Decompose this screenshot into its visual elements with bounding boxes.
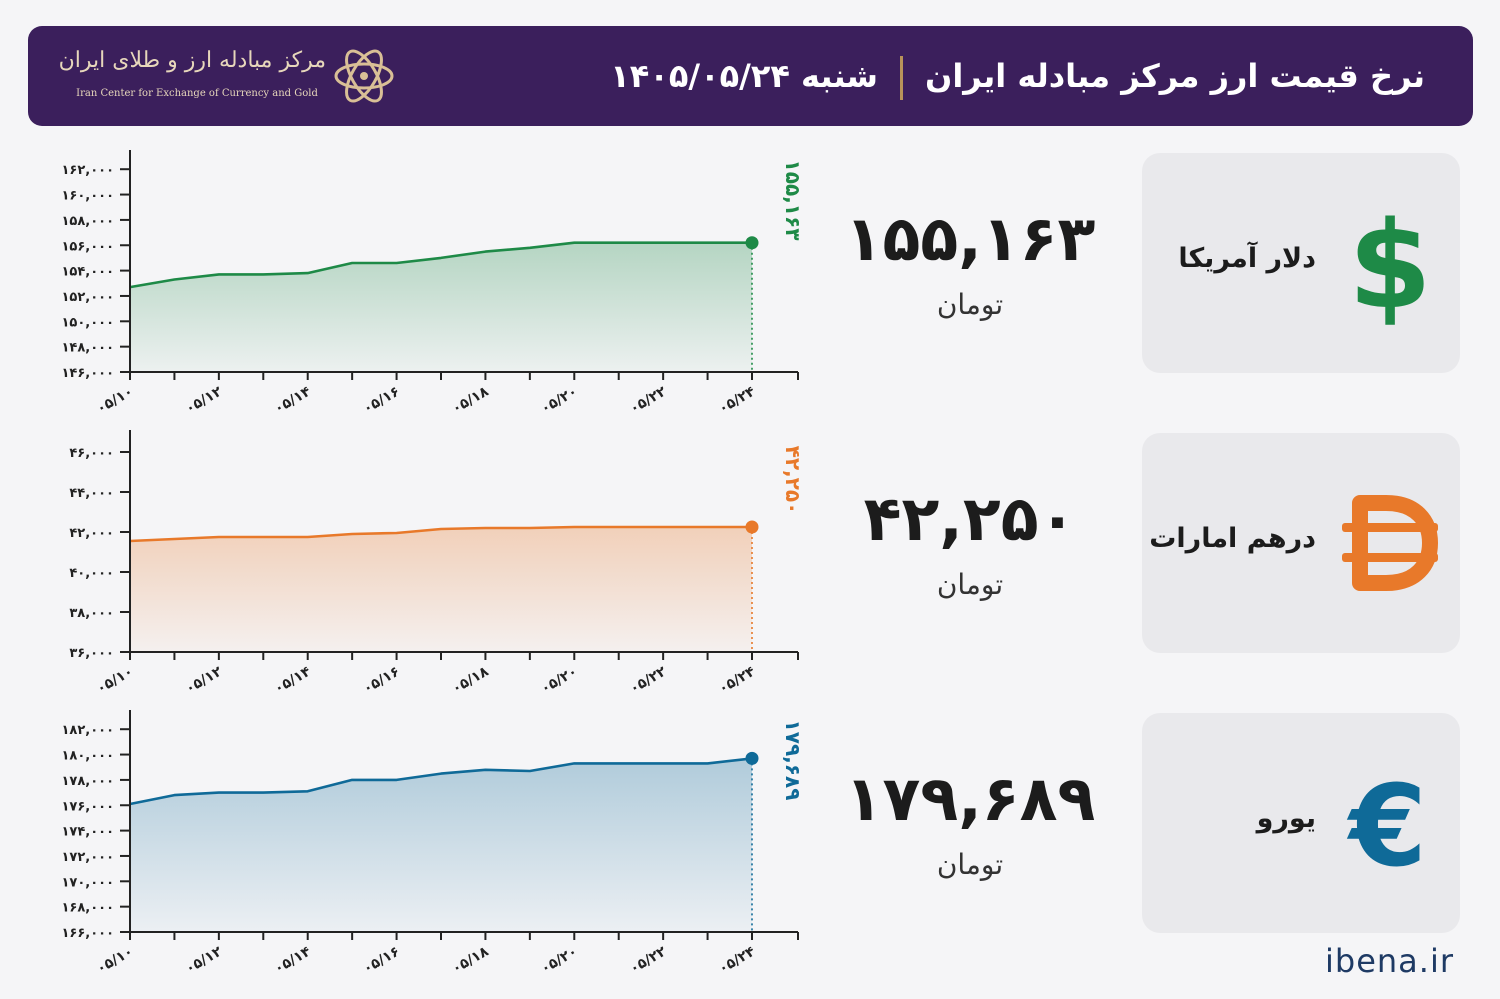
eur-x-tick-label: ۰۵/۱۸ xyxy=(449,943,491,977)
eur-x-tick-label: ۰۵/۱۴ xyxy=(272,943,314,977)
usd-card: دلار آمریکا $ xyxy=(1142,153,1460,373)
aed-y-tick-label: ۴۶,۰۰۰ xyxy=(69,446,114,461)
usd-price: ۱۵۵,۱۶۳ xyxy=(844,202,1096,275)
aed-x-tick-label: ۰۵/۱۰ xyxy=(94,664,136,698)
logo-knot-icon xyxy=(334,49,394,103)
eur-x-tick-label: ۰۵/۱۲ xyxy=(183,943,225,977)
eur-y-tick-label: ۱۶۸,۰۰۰ xyxy=(61,901,114,916)
logo-persian-text: مرکز مبادله ارز و طلای ایران xyxy=(58,48,326,73)
usd-y-tick-label: ۱۵۲,۰۰۰ xyxy=(61,290,114,305)
eur-y-tick-label: ۱۷۸,۰۰۰ xyxy=(61,774,114,789)
page-title: نرخ قیمت ارز مرکز مبادله ایران شنبه ۱۴۰۵/… xyxy=(610,48,1425,104)
currency-row-aed: ۳۶,۰۰۰ ۳۸,۰۰۰ ۴۰,۰۰۰ ۴۲,۰۰۰ ۴۴,۰۰۰ ۴۶,۰۰۰ ۰۵/۱… xyxy=(0,420,1500,700)
aed-end-value-label: ۴۲,۲۵۰ xyxy=(781,446,805,515)
eur-card: یورو € xyxy=(1142,713,1460,933)
eur-y-tick-label: ۱۶۶,۰۰۰ xyxy=(61,926,114,941)
euro-icon: € xyxy=(1346,762,1427,887)
usd-y-tick-label: ۱۵۴,۰۰۰ xyxy=(61,265,114,280)
aed-x-tick-label: ۰۵/۱۸ xyxy=(449,663,491,697)
aed-x-tick-label: ۰۵/۲۴ xyxy=(716,663,758,697)
usd-x-tick-label: ۰۵/۱۸ xyxy=(449,383,491,417)
eur-x-tick-label: ۰۵/۲۲ xyxy=(627,943,669,977)
date-label: شنبه ۱۴۰۵/۰۵/۲۴ xyxy=(610,57,879,95)
aed-series-line xyxy=(129,525,752,543)
aed-y-tick-label: ۴۰,۰۰۰ xyxy=(69,566,114,581)
site-footer: ibena.ir xyxy=(1325,942,1454,980)
aed-x-tick-label: ۰۵/۱۶ xyxy=(361,664,403,698)
usd-name: دلار آمریکا xyxy=(1178,243,1316,274)
usd-end-point xyxy=(745,236,759,250)
eur-x-tick-label: ۰۵/۱۶ xyxy=(361,944,403,978)
usd-unit: تومان xyxy=(936,288,1004,321)
usd-y-tick-label: ۱۶۲,۰۰۰ xyxy=(61,163,114,178)
aed-y-tick-label: ۴۲,۰۰۰ xyxy=(69,526,114,541)
usd-y-tick-label: ۱۵۰,۰۰۰ xyxy=(61,315,114,330)
eur-x-tick-label: ۰۵/۲۰ xyxy=(538,944,580,978)
svg-text:$: $ xyxy=(1348,199,1432,327)
aed-name: درهم امارات xyxy=(1149,523,1316,554)
usd-x-tick-label: ۰۵/۲۲ xyxy=(627,383,669,417)
usd-series-line xyxy=(129,241,752,289)
aed-x-tick-label: ۰۵/۲۲ xyxy=(627,663,669,697)
eur-end-point xyxy=(745,751,759,765)
eur-x-tick-label: ۰۵/۲۴ xyxy=(716,943,758,977)
svg-text:€: € xyxy=(1346,762,1427,887)
aed-x-tick-label: ۰۵/۲۰ xyxy=(538,664,580,698)
logo-english-text: Iran Center for Exchange of Currency and… xyxy=(76,88,318,99)
aed-y-tick-label: ۳۸,۰۰۰ xyxy=(69,606,114,621)
usd-y-tick-label: ۱۵۸,۰۰۰ xyxy=(61,214,114,229)
usd-y-tick-label: ۱۴۶,۰۰۰ xyxy=(61,366,114,381)
aed-y-tick-label: ۴۴,۰۰۰ xyxy=(69,486,114,501)
eur-y-tick-label: ۱۸۰,۰۰۰ xyxy=(61,749,114,764)
eur-x-tick-label: ۰۵/۱۰ xyxy=(94,944,136,978)
usd-x-tick-label: ۰۵/۲۰ xyxy=(538,384,580,418)
eur-y-tick-label: ۱۷۶,۰۰۰ xyxy=(61,799,114,814)
aed-y-tick-label: ۳۶,۰۰۰ xyxy=(69,646,114,661)
usd-price-chart: ۱۴۶,۰۰۰ ۱۴۸,۰۰۰ ۱۵۰,۰۰۰ ۱۵۲,۰۰۰ ۱۵۴,۰۰۰ ۱۵۶,۰… xyxy=(61,150,805,418)
eur-y-tick-label: ۱۷۴,۰۰۰ xyxy=(61,825,114,840)
usd-x-tick-label: ۰۵/۱۲ xyxy=(183,383,225,417)
eur-name: یورو xyxy=(1256,803,1316,834)
usd-end-value-label: ۱۵۵,۱۶۳ xyxy=(781,160,805,241)
eur-price: ۱۷۹,۶۸۹ xyxy=(844,762,1096,835)
aed-price: ۴۲,۲۵۰ xyxy=(863,482,1077,555)
usd-y-tick-label: ۱۶۰,۰۰۰ xyxy=(61,189,114,204)
header-bar: نرخ قیمت ارز مرکز مبادله ایران شنبه ۱۴۰۵/… xyxy=(28,26,1473,126)
usd-x-tick-label: ۰۵/۱۶ xyxy=(361,384,403,418)
eur-y-tick-label: ۱۸۲,۰۰۰ xyxy=(61,723,114,738)
eur-series-line xyxy=(129,757,753,806)
eur-unit: تومان xyxy=(936,848,1004,881)
aed-card: درهم امارات xyxy=(1142,433,1460,653)
usd-x-tick-label: ۰۵/۱۴ xyxy=(272,383,314,417)
usd-x-tick-label: ۰۵/۱۰ xyxy=(94,384,136,418)
title-text: نرخ قیمت ارز مرکز مبادله ایران xyxy=(925,57,1425,95)
currency-row-eur: ۱۶۶,۰۰۰ ۱۶۸,۰۰۰ ۱۷۰,۰۰۰ ۱۷۲,۰۰۰ ۱۷۴,۰۰۰ ۱۷۶,۰… xyxy=(0,700,1500,980)
aed-end-point xyxy=(745,520,759,534)
usd-y-tick-label: ۱۵۶,۰۰۰ xyxy=(61,239,114,254)
title-divider xyxy=(900,56,904,100)
usd-area-fill xyxy=(130,242,752,372)
eur-y-tick-label: ۱۷۲,۰۰۰ xyxy=(61,850,114,865)
usd-y-tick-label: ۱۴۸,۰۰۰ xyxy=(61,341,114,356)
eur-area-fill xyxy=(130,758,752,932)
usd-x-tick-label: ۰۵/۲۴ xyxy=(716,383,758,417)
eur-price-chart: ۱۶۶,۰۰۰ ۱۶۸,۰۰۰ ۱۷۰,۰۰۰ ۱۷۲,۰۰۰ ۱۷۴,۰۰۰ ۱۷۶,۰… xyxy=(61,710,805,978)
aed-x-tick-label: ۰۵/۱۲ xyxy=(183,663,225,697)
aed-price-chart: ۳۶,۰۰۰ ۳۸,۰۰۰ ۴۰,۰۰۰ ۴۲,۰۰۰ ۴۴,۰۰۰ ۴۶,۰۰۰ ۰۵/۱… xyxy=(69,430,805,698)
exchange-center-logo: مرکز مبادله ارز و طلای ایران Iran Center… xyxy=(58,42,408,112)
dirham-icon xyxy=(1342,495,1438,591)
aed-area-fill xyxy=(130,527,752,652)
aed-unit: تومان xyxy=(936,568,1004,601)
eur-y-tick-label: ۱۷۰,۰۰۰ xyxy=(61,875,114,890)
aed-x-tick-label: ۰۵/۱۴ xyxy=(272,663,314,697)
eur-end-value-label: ۱۷۹,۶۸۹ xyxy=(781,720,805,801)
dollar-icon: $ xyxy=(1348,199,1432,327)
currency-row-usd: ۱۴۶,۰۰۰ ۱۴۸,۰۰۰ ۱۵۰,۰۰۰ ۱۵۲,۰۰۰ ۱۵۴,۰۰۰ ۱۵۶,۰… xyxy=(0,140,1500,420)
